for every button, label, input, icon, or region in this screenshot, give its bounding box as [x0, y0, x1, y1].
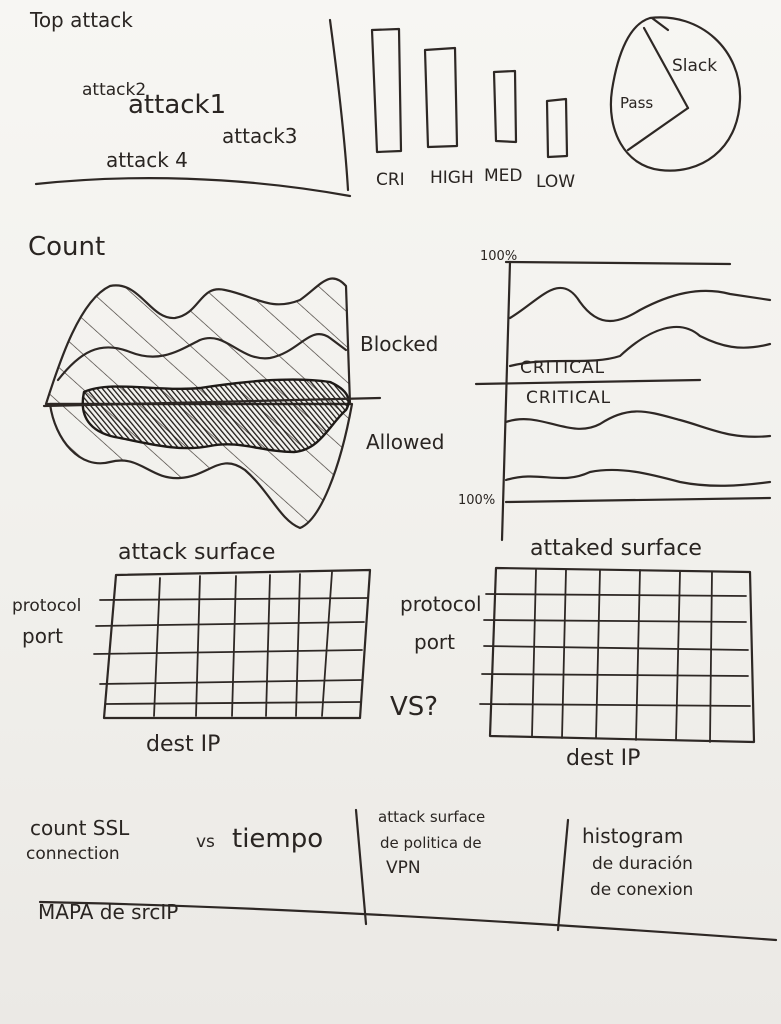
- vpn-line-3: VPN: [386, 858, 421, 878]
- percent-line-2: [508, 325, 772, 368]
- attacked-surface-ylabel-protocol: protocol: [400, 592, 482, 616]
- attack-surface-grid-frame: [102, 568, 372, 720]
- attack-surface-xlabel: dest IP: [146, 732, 221, 757]
- percent-panel-axis: [500, 260, 512, 542]
- attack-item-2: attack2: [82, 80, 147, 100]
- severity-label-cri: CRI: [376, 170, 405, 190]
- attacked-surface-vs: VS?: [390, 692, 439, 722]
- ssl-vs: vs: [196, 832, 215, 852]
- pie-slice-line-1: [642, 26, 690, 110]
- vpn-line-2: de politica de: [380, 834, 482, 852]
- severity-label-med: MED: [484, 166, 523, 186]
- stream-axis: [42, 396, 382, 408]
- hist-line-3: de conexion: [590, 880, 694, 900]
- attacked-surface-xlabel: dest IP: [566, 746, 641, 771]
- pie-label-slack: Slack: [672, 56, 718, 76]
- percent-label-critical-1: CRITICAL: [520, 358, 606, 378]
- attack-item-1: attack1: [128, 90, 227, 120]
- pie-slice-line-2: [626, 106, 690, 152]
- severity-bar-high: [423, 46, 459, 149]
- percent-panel-bottom-rule: [504, 496, 772, 504]
- bottom-rule: [38, 900, 778, 942]
- ssl-count-line-2: connection: [26, 844, 120, 864]
- map-srcip: MAPA de srcIP: [38, 900, 179, 924]
- bottom-divider-2: [556, 818, 570, 932]
- percent-line-3: [504, 410, 772, 438]
- attacked-surface-grid-lines: [479, 569, 751, 743]
- attack-item-3: attack3: [222, 124, 298, 148]
- attack-surface-ylabel-port: port: [22, 624, 63, 648]
- percent-line-1: [508, 287, 772, 322]
- pie-slice-line-3: [650, 16, 670, 32]
- stream-center-blob: [81, 378, 350, 454]
- severity-label-high: HIGH: [430, 168, 474, 188]
- attacked-surface-grid-frame: [488, 566, 756, 744]
- top-attack-baseline: [34, 177, 352, 198]
- severity-bar-low: [545, 97, 569, 159]
- pie-label-pass: Pass: [620, 94, 654, 112]
- count-title: Count: [28, 232, 106, 262]
- vpn-line-1: attack surface: [378, 808, 486, 826]
- hist-line-2: de duración: [592, 854, 693, 874]
- stream-label-allowed: Allowed: [366, 430, 445, 454]
- percent-bottom-label: 100%: [458, 493, 496, 508]
- percent-panel-top-rule: [504, 260, 732, 266]
- top-attack-title: Top attack: [30, 8, 133, 32]
- pie-chart: [609, 16, 742, 172]
- attacked-surface-ylabel-port: port: [414, 630, 455, 654]
- percent-line-4: [504, 468, 772, 487]
- attacked-surface-title: attaked surface: [530, 536, 702, 561]
- bottom-divider-1: [354, 808, 368, 926]
- severity-bar-med: [492, 69, 518, 144]
- attack-surface-title: attack surface: [118, 540, 276, 565]
- severity-bar-cri: [370, 27, 403, 154]
- hist-line-1: histogram: [582, 824, 684, 848]
- attack-item-4: attack 4: [106, 148, 188, 172]
- attack-surface-ylabel-protocol: protocol: [12, 596, 82, 616]
- stream-label-blocked: Blocked: [360, 332, 439, 356]
- percent-top-label: 100%: [480, 249, 518, 264]
- stream-blocked-inner: [56, 333, 348, 382]
- percent-divider: [474, 378, 702, 386]
- percent-label-critical-2: CRITICAL: [526, 388, 612, 408]
- attack-surface-grid-lines: [93, 571, 369, 717]
- ssl-tiempo: tiempo: [232, 824, 324, 854]
- ssl-count-line-1: count SSL: [30, 816, 130, 840]
- top-attack-divider: [328, 18, 350, 192]
- severity-label-low: LOW: [536, 172, 576, 192]
